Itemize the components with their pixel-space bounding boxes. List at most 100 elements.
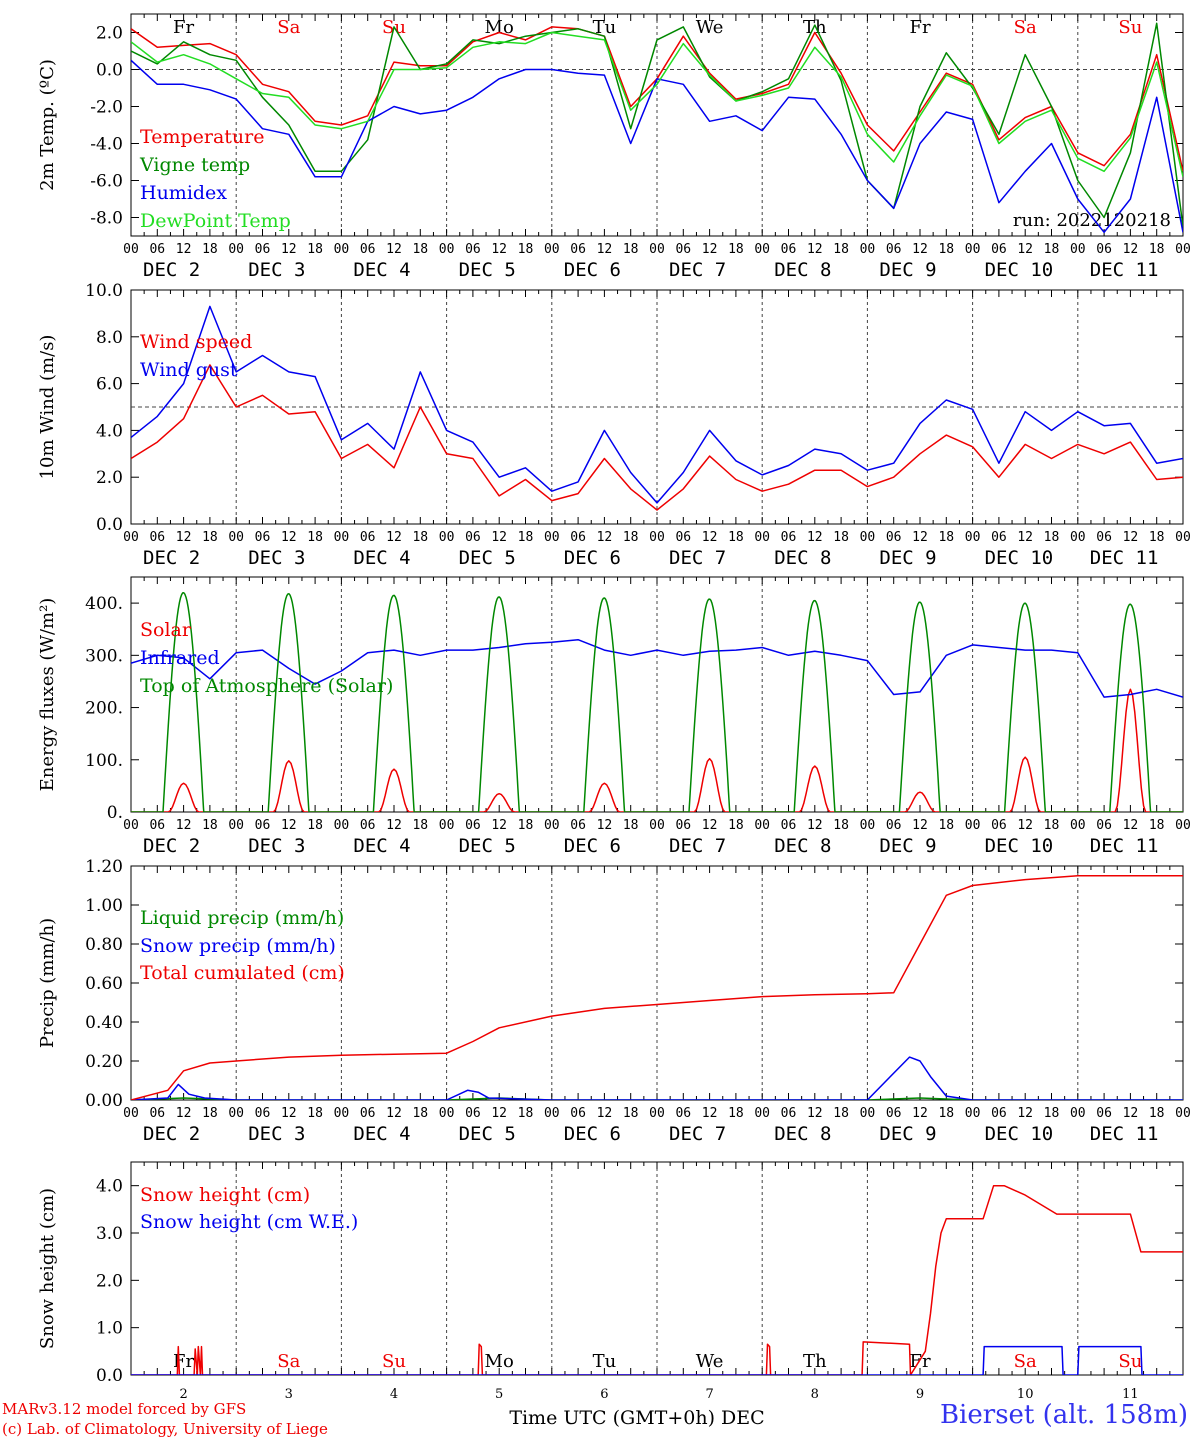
x-hour-label: 12 <box>807 242 823 257</box>
x-hour-label: 12 <box>1017 242 1033 257</box>
x-hour-label: 12 <box>597 818 613 833</box>
series-group <box>131 22 1183 234</box>
x-day-label: 9 <box>916 1387 924 1402</box>
x-day-label: DEC 8 <box>774 835 831 857</box>
x-hour-label: 06 <box>360 530 376 545</box>
x-day-label: 5 <box>495 1387 503 1402</box>
x-day-label: DEC 4 <box>353 259 410 281</box>
x-hour-label: 00 <box>754 242 770 257</box>
x-hour-label: 18 <box>412 818 428 833</box>
x-hour-label: 18 <box>518 530 534 545</box>
x-hour-label: 12 <box>1017 818 1033 833</box>
legend-entry: Top of Atmosphere (Solar) <box>140 675 393 697</box>
x-hour-label: 00 <box>544 1106 560 1121</box>
weekday-label: We <box>696 1351 724 1372</box>
x-hour-label: 18 <box>202 1106 218 1121</box>
legend-entry: Infrared <box>140 647 220 669</box>
x-hour-label: 18 <box>518 818 534 833</box>
x-hour-label: 00 <box>544 530 560 545</box>
station-title: Bierset (alt. 158m) <box>939 1400 1188 1430</box>
legend-entry: Temperature <box>140 126 264 148</box>
series-line <box>131 364 1183 511</box>
legend-entry: Snow height (cm) <box>140 1184 310 1206</box>
x-hour-label: 12 <box>281 818 297 833</box>
x-hour-label: 12 <box>702 1106 718 1121</box>
x-hour-label: 06 <box>465 530 481 545</box>
x-hour-label: 12 <box>597 242 613 257</box>
x-hour-label: 12 <box>702 530 718 545</box>
weekday-label: Sa <box>1014 17 1037 38</box>
x-hour-label: 06 <box>1096 530 1112 545</box>
x-hour-label: 18 <box>833 530 849 545</box>
x-hour-label: 12 <box>281 242 297 257</box>
series-line <box>131 1184 1183 1375</box>
x-hour-label: 00 <box>860 242 876 257</box>
x-hour-label: 12 <box>176 818 192 833</box>
x-hour-label: 18 <box>1044 242 1060 257</box>
x-hour-label: 00 <box>1175 818 1191 833</box>
x-hour-label: 06 <box>465 242 481 257</box>
x-day-label: 7 <box>705 1387 713 1402</box>
x-day-label: DEC 3 <box>248 1123 305 1145</box>
credit-text-line-1: MARv3.12 model forced by GFS <box>2 1400 247 1418</box>
x-day-label: DEC 3 <box>248 547 305 569</box>
x-hour-label: 06 <box>991 530 1007 545</box>
x-hour-label: 06 <box>886 530 902 545</box>
legend-entry: Total cumulated (cm) <box>140 962 345 984</box>
x-hour-label: 00 <box>649 1106 665 1121</box>
x-hour-label: 06 <box>675 818 691 833</box>
weekday-label: Sa <box>277 1351 300 1372</box>
x-day-label: DEC 7 <box>669 1123 726 1145</box>
weekday-label: Fr <box>173 1351 194 1372</box>
x-hour-label: 06 <box>781 1106 797 1121</box>
series-line <box>131 1056 1183 1100</box>
legend-entry: Humidex <box>140 182 227 204</box>
credit-text-line-2: (c) Lab. of Climatology, University of L… <box>2 1420 328 1438</box>
x-hour-label: 12 <box>807 530 823 545</box>
x-hour-label: 18 <box>938 1106 954 1121</box>
y-tick-label: 6.0 <box>96 375 123 395</box>
x-day-label: DEC 11 <box>1090 835 1159 857</box>
legend-entry: Vigne temp <box>139 154 250 176</box>
panel-2: 0.0 2.0 4.0 6.0 8.0 10.0 10m Wind (m/s) 00 06 12 1… <box>37 281 1191 569</box>
x-hour-label: 18 <box>833 818 849 833</box>
y-tick-label: 3.0 <box>96 1224 123 1244</box>
x-day-label: DEC 8 <box>774 1123 831 1145</box>
y-tick-label: 0.60 <box>85 974 123 994</box>
weekday-label: Sa <box>277 17 300 38</box>
x-hour-label: 18 <box>728 1106 744 1121</box>
x-day-label: 10 <box>1017 1387 1034 1402</box>
weekday-label: Fr <box>909 1351 930 1372</box>
y-tick-label: -2.0 <box>90 98 123 118</box>
x-hour-label: 18 <box>623 242 639 257</box>
x-hour-label: 00 <box>1070 242 1086 257</box>
x-hour-label: 12 <box>176 1106 192 1121</box>
x-hour-label: 00 <box>544 242 560 257</box>
x-axis-label: Time UTC (GMT+0h) DEC <box>509 1407 764 1429</box>
x-hour-label: 12 <box>281 1106 297 1121</box>
x-hour-label: 12 <box>386 1106 402 1121</box>
series-line <box>131 59 1183 234</box>
weekday-label: Fr <box>173 17 194 38</box>
panel-4: 0.00 0.20 0.40 0.60 0.80 1.00 1.20 Precip (mm/h… <box>37 857 1191 1145</box>
x-hour-label: 18 <box>938 818 954 833</box>
x-hour-label: 12 <box>176 530 192 545</box>
x-hour-label: 12 <box>491 242 507 257</box>
x-hour-label: 00 <box>439 530 455 545</box>
y-tick-label: 2.0 <box>96 24 123 44</box>
y-tick-label: 0.40 <box>85 1013 123 1033</box>
x-day-label: DEC 9 <box>879 259 936 281</box>
x-day-label: 6 <box>600 1387 608 1402</box>
x-hour-label: 18 <box>518 242 534 257</box>
x-hour-label: 00 <box>1175 1106 1191 1121</box>
legend-entry: Snow precip (mm/h) <box>140 935 336 957</box>
x-day-label: DEC 9 <box>879 547 936 569</box>
x-hour-label: 06 <box>991 242 1007 257</box>
x-hour-label: 06 <box>360 242 376 257</box>
x-day-label: DEC 9 <box>879 835 936 857</box>
y-tick-label: 10.0 <box>85 281 123 301</box>
x-hour-label: 12 <box>702 242 718 257</box>
x-hour-label: 12 <box>912 530 928 545</box>
x-hour-label: 00 <box>228 818 244 833</box>
